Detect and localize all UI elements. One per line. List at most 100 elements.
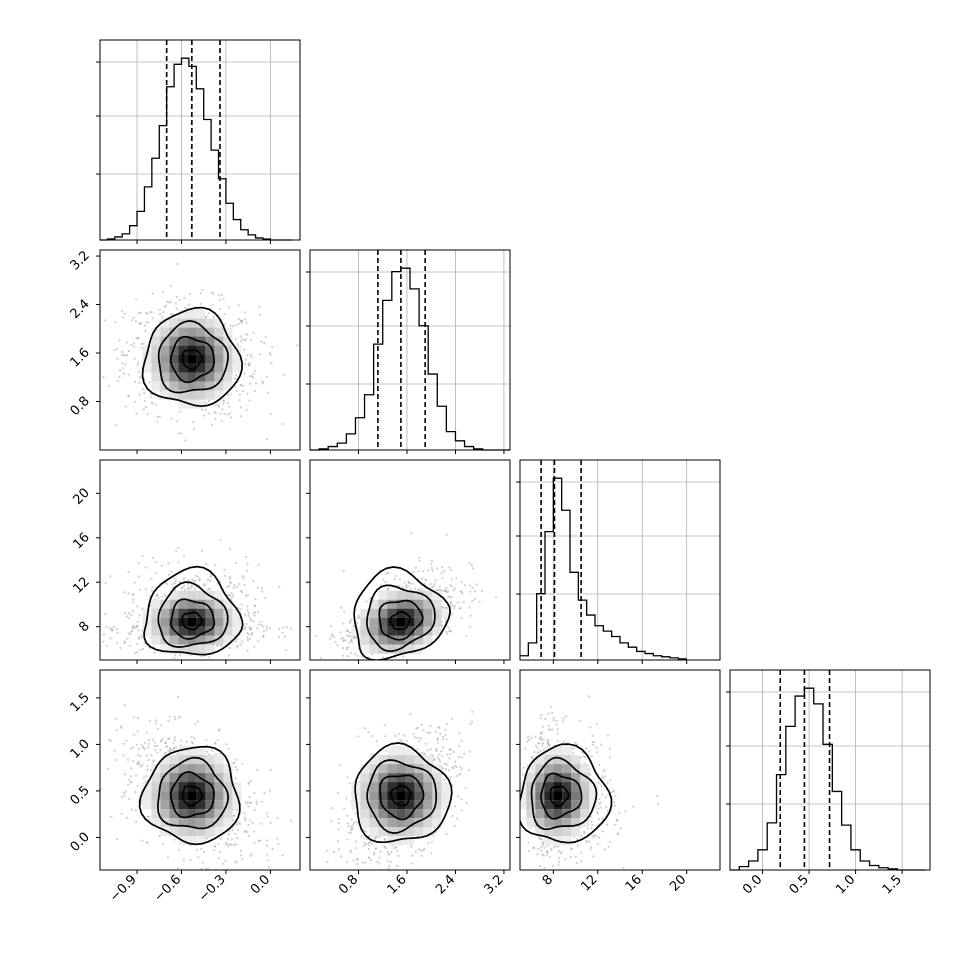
sample-point bbox=[330, 820, 333, 823]
sample-point bbox=[464, 787, 467, 790]
sample-point bbox=[132, 316, 135, 319]
sample-point bbox=[253, 614, 256, 617]
density-cell bbox=[196, 372, 206, 382]
sample-point bbox=[438, 758, 441, 761]
sample-point bbox=[449, 601, 452, 604]
sample-point bbox=[167, 562, 170, 565]
sample-point bbox=[289, 627, 292, 630]
sample-point bbox=[239, 383, 242, 387]
density-cell bbox=[187, 381, 197, 391]
density-cell bbox=[151, 809, 161, 819]
sample-point bbox=[212, 315, 215, 319]
sample-point bbox=[402, 586, 405, 589]
sample-point bbox=[234, 777, 237, 780]
sample-point bbox=[110, 815, 113, 818]
sample-point bbox=[286, 626, 289, 629]
sample-point bbox=[243, 817, 246, 820]
sample-point bbox=[96, 779, 98, 781]
sample-point bbox=[122, 791, 126, 794]
sample-point bbox=[168, 301, 171, 304]
sample-point bbox=[194, 722, 197, 726]
density-cell bbox=[151, 327, 161, 337]
sample-point bbox=[430, 560, 433, 563]
histogram-panel-1 bbox=[306, 249, 511, 451]
sample-point bbox=[352, 859, 355, 862]
density-cell bbox=[151, 782, 161, 792]
sample-point bbox=[154, 561, 157, 564]
density-cell bbox=[378, 755, 388, 765]
sample-point bbox=[234, 833, 237, 836]
sample-point bbox=[151, 292, 154, 295]
panel-frame bbox=[309, 669, 511, 871]
density-cell bbox=[178, 336, 188, 346]
sample-point bbox=[211, 423, 214, 426]
sample-point bbox=[356, 862, 359, 866]
density-cell bbox=[169, 827, 179, 837]
sample-point bbox=[173, 576, 176, 580]
sample-point bbox=[238, 821, 241, 824]
density-cell bbox=[396, 791, 406, 801]
sample-point bbox=[471, 710, 474, 713]
sample-point bbox=[182, 577, 185, 580]
sample-point bbox=[342, 647, 345, 650]
sample-point bbox=[240, 591, 244, 594]
sample-point bbox=[158, 313, 162, 316]
sample-point bbox=[156, 415, 159, 418]
sample-point bbox=[156, 452, 158, 454]
density-cell bbox=[196, 818, 206, 828]
sample-point bbox=[247, 612, 250, 615]
sample-point bbox=[218, 308, 221, 311]
sample-point bbox=[405, 584, 408, 587]
sample-point bbox=[229, 416, 233, 419]
density-cell bbox=[178, 608, 188, 618]
sample-point bbox=[231, 829, 234, 832]
sample-point bbox=[159, 748, 162, 752]
sample-point bbox=[116, 641, 119, 644]
sample-point bbox=[112, 626, 115, 629]
sample-point bbox=[430, 563, 433, 566]
sample-point bbox=[326, 849, 329, 852]
sample-point bbox=[347, 646, 350, 649]
sample-point bbox=[360, 835, 363, 838]
sample-point bbox=[123, 773, 127, 776]
sample-point bbox=[401, 740, 404, 743]
panel-content bbox=[326, 710, 474, 870]
sample-point bbox=[420, 849, 423, 852]
sample-point bbox=[185, 740, 188, 744]
sample-point bbox=[173, 838, 176, 841]
density-cell bbox=[396, 764, 406, 774]
sample-point bbox=[219, 644, 222, 647]
sample-point bbox=[407, 585, 410, 588]
sample-point bbox=[237, 317, 241, 320]
density-cell bbox=[196, 608, 206, 618]
sample-point bbox=[115, 347, 119, 350]
sample-point bbox=[442, 735, 445, 738]
density-cell bbox=[360, 608, 370, 618]
density-cell bbox=[360, 782, 370, 792]
sample-point bbox=[348, 620, 351, 624]
density-cell bbox=[151, 354, 161, 364]
density-cell bbox=[360, 617, 370, 627]
contour-2 bbox=[378, 599, 424, 641]
sample-point bbox=[394, 574, 397, 578]
sample-point bbox=[227, 654, 230, 657]
sample-point bbox=[247, 614, 250, 618]
sample-point bbox=[240, 340, 243, 343]
sample-point bbox=[136, 605, 139, 608]
density-cell bbox=[214, 791, 224, 801]
density-cell bbox=[187, 372, 197, 382]
panel-content bbox=[96, 696, 293, 870]
sample-point bbox=[148, 661, 150, 663]
density-cell bbox=[187, 764, 197, 774]
sample-point bbox=[221, 862, 225, 866]
sample-point bbox=[229, 393, 232, 396]
sample-point bbox=[158, 308, 161, 312]
density-cell bbox=[187, 318, 197, 328]
sample-point bbox=[137, 636, 140, 639]
density-cell bbox=[360, 773, 370, 783]
sample-point bbox=[238, 582, 241, 586]
sample-point bbox=[302, 626, 304, 628]
density-cell bbox=[214, 345, 224, 355]
sample-point bbox=[226, 585, 229, 589]
density-cell bbox=[423, 809, 433, 819]
